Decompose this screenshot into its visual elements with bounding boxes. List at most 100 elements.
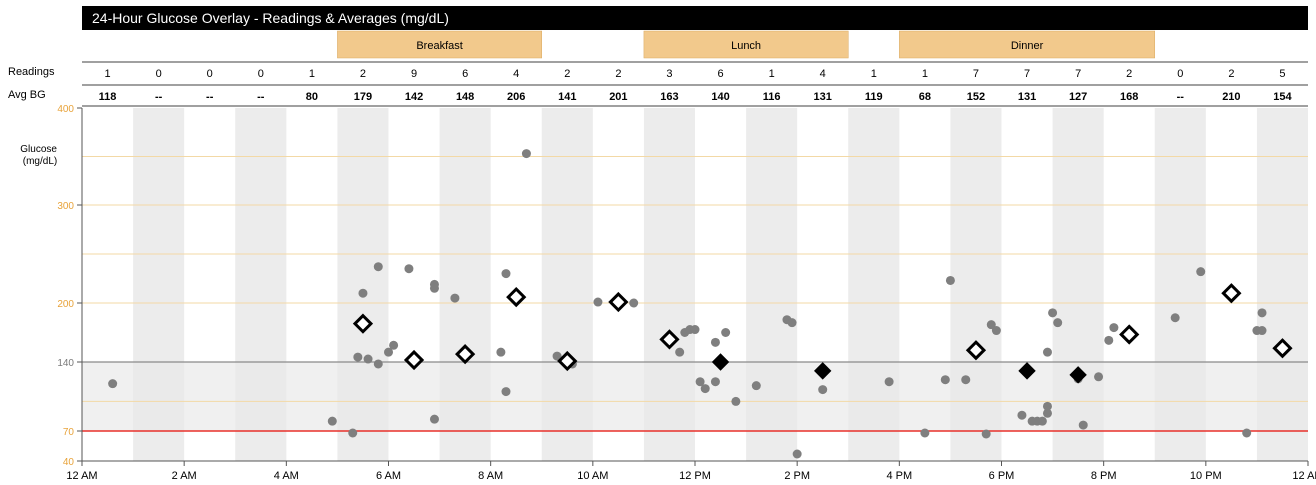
reading-point bbox=[429, 414, 439, 424]
average-value: 154 bbox=[1273, 91, 1292, 103]
x-tick-label: 10 AM bbox=[577, 470, 608, 482]
reading-count: 0 bbox=[207, 68, 213, 80]
reading-count: 5 bbox=[1279, 68, 1285, 80]
reading-count: 2 bbox=[1228, 68, 1234, 80]
reading-point bbox=[429, 283, 439, 293]
average-marker bbox=[506, 286, 527, 308]
average-value: 131 bbox=[1018, 91, 1036, 103]
meal-bands: Breakfast Lunch Dinner bbox=[337, 30, 1155, 59]
reading-count: 0 bbox=[1177, 68, 1183, 80]
average-value: 201 bbox=[609, 91, 627, 103]
reading-count: 1 bbox=[769, 68, 775, 80]
y-axis-label-line2: (mg/dL) bbox=[23, 156, 57, 167]
reading-point bbox=[695, 377, 705, 387]
reading-point bbox=[920, 428, 930, 438]
average-value: 163 bbox=[660, 91, 678, 103]
reading-point bbox=[818, 385, 828, 395]
reading-point bbox=[358, 288, 368, 298]
x-tick-label: 6 PM bbox=[989, 470, 1015, 482]
reading-point bbox=[1257, 326, 1267, 336]
reading-count: 6 bbox=[462, 68, 468, 80]
reading-point bbox=[1170, 313, 1180, 323]
reading-point bbox=[1048, 308, 1058, 318]
reading-point bbox=[552, 351, 562, 361]
reading-count: 0 bbox=[258, 68, 264, 80]
average-value: 179 bbox=[354, 91, 372, 103]
hourly-averages bbox=[352, 283, 1293, 384]
reading-count: 0 bbox=[156, 68, 162, 80]
x-tick-label: 8 PM bbox=[1091, 470, 1117, 482]
reading-point bbox=[348, 428, 358, 438]
reading-point bbox=[1242, 428, 1252, 438]
reading-point bbox=[363, 354, 373, 364]
reading-count: 7 bbox=[1024, 68, 1030, 80]
average-value: 210 bbox=[1222, 91, 1240, 103]
meal-band-label: Lunch bbox=[731, 40, 761, 52]
average-marker bbox=[352, 313, 374, 334]
glucose-readings bbox=[108, 149, 1267, 459]
chart-title: 24-Hour Glucose Overlay - Readings & Ave… bbox=[92, 10, 449, 26]
reading-point bbox=[1094, 372, 1104, 382]
reading-point bbox=[731, 396, 741, 406]
average-value: 148 bbox=[456, 91, 474, 103]
reading-point bbox=[404, 264, 414, 274]
reading-point bbox=[1037, 416, 1047, 426]
average-value: 142 bbox=[405, 91, 423, 103]
reading-point bbox=[940, 375, 950, 385]
reading-count: 1 bbox=[104, 68, 110, 80]
reading-point bbox=[629, 298, 639, 308]
reading-count: 1 bbox=[871, 68, 877, 80]
average-marker bbox=[1119, 324, 1140, 345]
x-tick-label: 10 PM bbox=[1190, 470, 1222, 482]
average-marker bbox=[965, 340, 987, 361]
average-marker bbox=[608, 291, 629, 313]
average-value: 141 bbox=[558, 91, 576, 103]
average-marker bbox=[455, 344, 476, 365]
reading-point bbox=[1053, 318, 1063, 328]
reading-point bbox=[1042, 408, 1052, 418]
meal-band-label: Breakfast bbox=[416, 40, 462, 52]
average-marker bbox=[557, 350, 578, 372]
reading-point bbox=[373, 262, 383, 272]
reading-point bbox=[327, 416, 337, 426]
x-tick-label: 2 PM bbox=[784, 470, 810, 482]
average-value: 152 bbox=[967, 91, 985, 103]
reading-count: 7 bbox=[973, 68, 979, 80]
reading-point bbox=[496, 347, 506, 357]
meal-band bbox=[899, 30, 1155, 59]
reading-point bbox=[991, 326, 1001, 336]
reading-point bbox=[787, 318, 797, 328]
reading-point bbox=[751, 381, 761, 391]
average-value: 68 bbox=[919, 91, 931, 103]
reading-point bbox=[700, 384, 710, 394]
y-tick-label: 300 bbox=[57, 201, 74, 212]
reading-point bbox=[721, 328, 731, 337]
average-value: -- bbox=[155, 91, 163, 103]
reading-point bbox=[1042, 347, 1052, 357]
reading-point bbox=[1078, 420, 1088, 430]
reading-point bbox=[1109, 323, 1119, 333]
average-marker bbox=[711, 353, 730, 371]
x-tick-label: 4 AM bbox=[274, 470, 299, 482]
x-tick-label: 12 PM bbox=[679, 470, 711, 482]
reading-point bbox=[373, 359, 383, 369]
reading-point bbox=[108, 379, 118, 389]
reading-point bbox=[1017, 410, 1027, 420]
x-tick-label: 6 AM bbox=[376, 470, 401, 482]
reading-point bbox=[450, 293, 460, 303]
average-value: -- bbox=[206, 91, 214, 103]
reading-count: 6 bbox=[717, 68, 723, 80]
reading-count: 4 bbox=[820, 68, 826, 80]
average-value: 168 bbox=[1120, 91, 1138, 103]
average-value: 131 bbox=[814, 91, 832, 103]
reading-point bbox=[1257, 308, 1267, 318]
reading-point bbox=[986, 320, 996, 330]
reading-count: 2 bbox=[1126, 68, 1132, 80]
reading-point bbox=[593, 297, 603, 307]
readings-row-label: Readings bbox=[8, 66, 55, 78]
reading-point bbox=[501, 269, 511, 279]
reading-count: 2 bbox=[360, 68, 366, 80]
reading-point bbox=[1104, 335, 1114, 345]
